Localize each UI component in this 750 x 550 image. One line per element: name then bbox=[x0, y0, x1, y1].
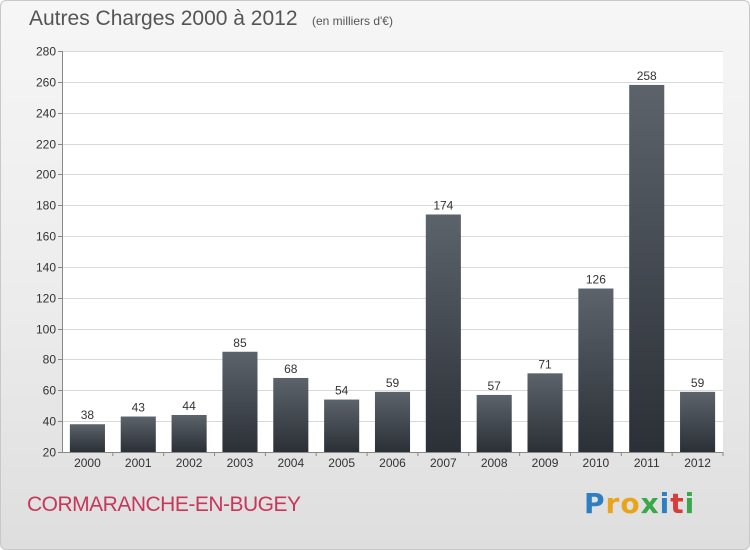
y-tick-label: 80 bbox=[43, 353, 57, 367]
bar-value-label: 43 bbox=[132, 401, 146, 415]
bar-value-label: 71 bbox=[538, 357, 552, 371]
brand-letter: x bbox=[640, 487, 660, 520]
commune-name: CORMARANCHE-EN-BUGEY bbox=[27, 493, 301, 516]
brand-letter: t bbox=[670, 487, 685, 520]
x-tick-label: 2005 bbox=[328, 456, 355, 470]
bar-value-label: 54 bbox=[335, 384, 349, 398]
y-tick-label: 60 bbox=[43, 384, 57, 398]
y-tick-label: 160 bbox=[36, 230, 56, 244]
bar-value-label: 44 bbox=[182, 399, 196, 413]
bar bbox=[374, 391, 411, 452]
x-tick-label: 2002 bbox=[176, 456, 203, 470]
labels: 38 2000 43 2001 44 2002 85 2003 68 2004 54 2005 59 20… bbox=[74, 69, 711, 470]
y-tick-label: 40 bbox=[43, 415, 57, 429]
x-tick-label: 2012 bbox=[684, 456, 711, 470]
y-tick-label: 20 bbox=[43, 446, 57, 460]
bar-value-label: 57 bbox=[488, 379, 502, 393]
x-tick-label: 2007 bbox=[430, 456, 457, 470]
bar bbox=[476, 394, 512, 452]
bar bbox=[578, 288, 614, 452]
bar-value-label: 59 bbox=[386, 376, 400, 390]
x-tick-label: 2008 bbox=[481, 456, 508, 470]
bar bbox=[171, 414, 207, 452]
x-tick-label: 2006 bbox=[379, 456, 406, 470]
bar bbox=[273, 377, 309, 452]
y-tick-label: 140 bbox=[36, 261, 56, 275]
y-tick-label: 220 bbox=[36, 138, 56, 152]
chart-title-text: Autres Charges 2000 à 2012 bbox=[29, 7, 298, 30]
bar-value-label: 258 bbox=[637, 69, 657, 83]
y-tick-label: 120 bbox=[36, 292, 56, 306]
y-tick-label: 240 bbox=[36, 107, 56, 121]
bar bbox=[680, 391, 716, 452]
bar bbox=[425, 214, 461, 452]
x-tick-label: 2010 bbox=[583, 456, 610, 470]
proxiti-logo[interactable]: Proxiti bbox=[584, 487, 695, 520]
axes: 20 40 60 80 100 120 140 160 180 200 220 240 260 280 bbox=[36, 45, 724, 460]
x-tick-label: 2003 bbox=[227, 456, 254, 470]
y-tick-label: 180 bbox=[36, 199, 56, 213]
brand-letter: i bbox=[684, 487, 696, 520]
y-tick-label: 100 bbox=[36, 323, 56, 337]
x-tick-label: 2011 bbox=[634, 456, 660, 470]
brand-letter: i bbox=[659, 487, 671, 520]
brand-letter: o bbox=[620, 487, 641, 520]
bar bbox=[629, 84, 665, 452]
bar bbox=[222, 351, 258, 452]
bar-value-label: 126 bbox=[586, 273, 606, 287]
x-tick-label: 2009 bbox=[532, 456, 559, 470]
x-tick-label: 2001 bbox=[125, 456, 152, 470]
y-tick-label: 260 bbox=[36, 76, 56, 90]
x-tick-label: 2000 bbox=[74, 456, 101, 470]
brand-letter: P bbox=[584, 487, 606, 520]
bar-value-label: 59 bbox=[691, 376, 705, 390]
bar bbox=[69, 424, 105, 452]
bar-value-label: 85 bbox=[233, 336, 247, 350]
bar-value-label: 174 bbox=[433, 198, 453, 212]
x-tick-label: 2004 bbox=[277, 456, 304, 470]
brand-letter: r bbox=[605, 487, 621, 520]
bar-value-label: 38 bbox=[81, 408, 95, 422]
y-tick-label: 280 bbox=[36, 45, 56, 59]
chart-unit: (en milliers d'€) bbox=[311, 14, 393, 28]
chart-title: Autres Charges 2000 à 2012 (en milliers … bbox=[29, 7, 393, 31]
bar bbox=[120, 416, 156, 452]
y-tick-label: 200 bbox=[36, 168, 56, 182]
bars bbox=[69, 84, 716, 452]
bar bbox=[324, 399, 360, 452]
bar bbox=[527, 373, 563, 452]
bar-value-label: 68 bbox=[284, 362, 298, 376]
